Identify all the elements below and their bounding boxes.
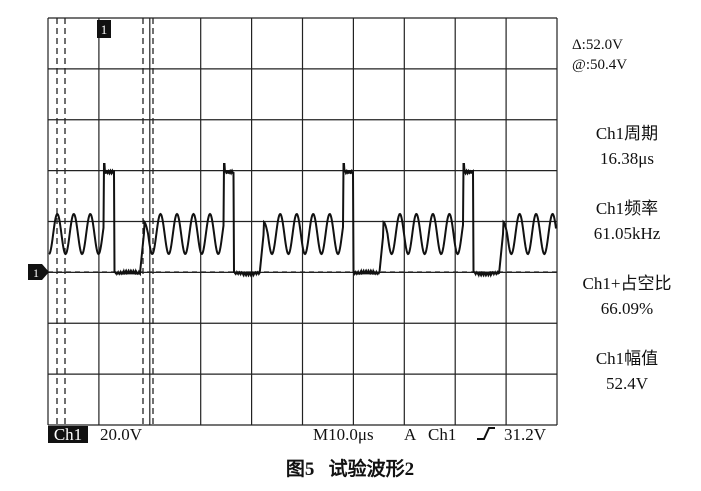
channel: Ch1 [54,425,82,444]
trigger-source: Ch1 [428,425,456,444]
cursor-delta: Δ:52.0V [572,37,623,53]
trigger-slope [477,427,495,440]
trigger-marker-box [97,20,111,38]
measurement-value: 61.05kHz [594,224,661,243]
cursors [56,18,154,425]
ground-marker: 1 [33,266,39,280]
caption: 图5 试验波形2 [286,457,414,480]
trigger-mode: A [404,425,417,444]
measurement-label: Ch1频率 [596,199,658,218]
measurement-value: 16.38μs [600,149,654,168]
trigger-level: 31.2V [504,425,547,444]
measurement-value: 52.4V [606,374,649,393]
timebase: M10.0μs [313,425,374,444]
channel-box [48,426,88,443]
measurement-label: Ch1幅值 [596,349,658,368]
measurement-label: Ch1+占空比 [583,274,672,293]
measurement-value: 66.09% [601,299,653,318]
measurement-label: Ch1周期 [596,124,658,143]
measurements: Ch1周期 16.38μs Ch1频率 61.05kHz Ch1+占空比 66.09% Ch… [583,124,672,393]
cursor-at: @:50.4V [572,57,627,73]
graticule [47,17,558,426]
trigger-marker: 1 [101,22,108,37]
waveform [48,163,557,279]
volts-per-div: 20.0V [100,425,143,444]
ground-marker-box [28,264,49,280]
